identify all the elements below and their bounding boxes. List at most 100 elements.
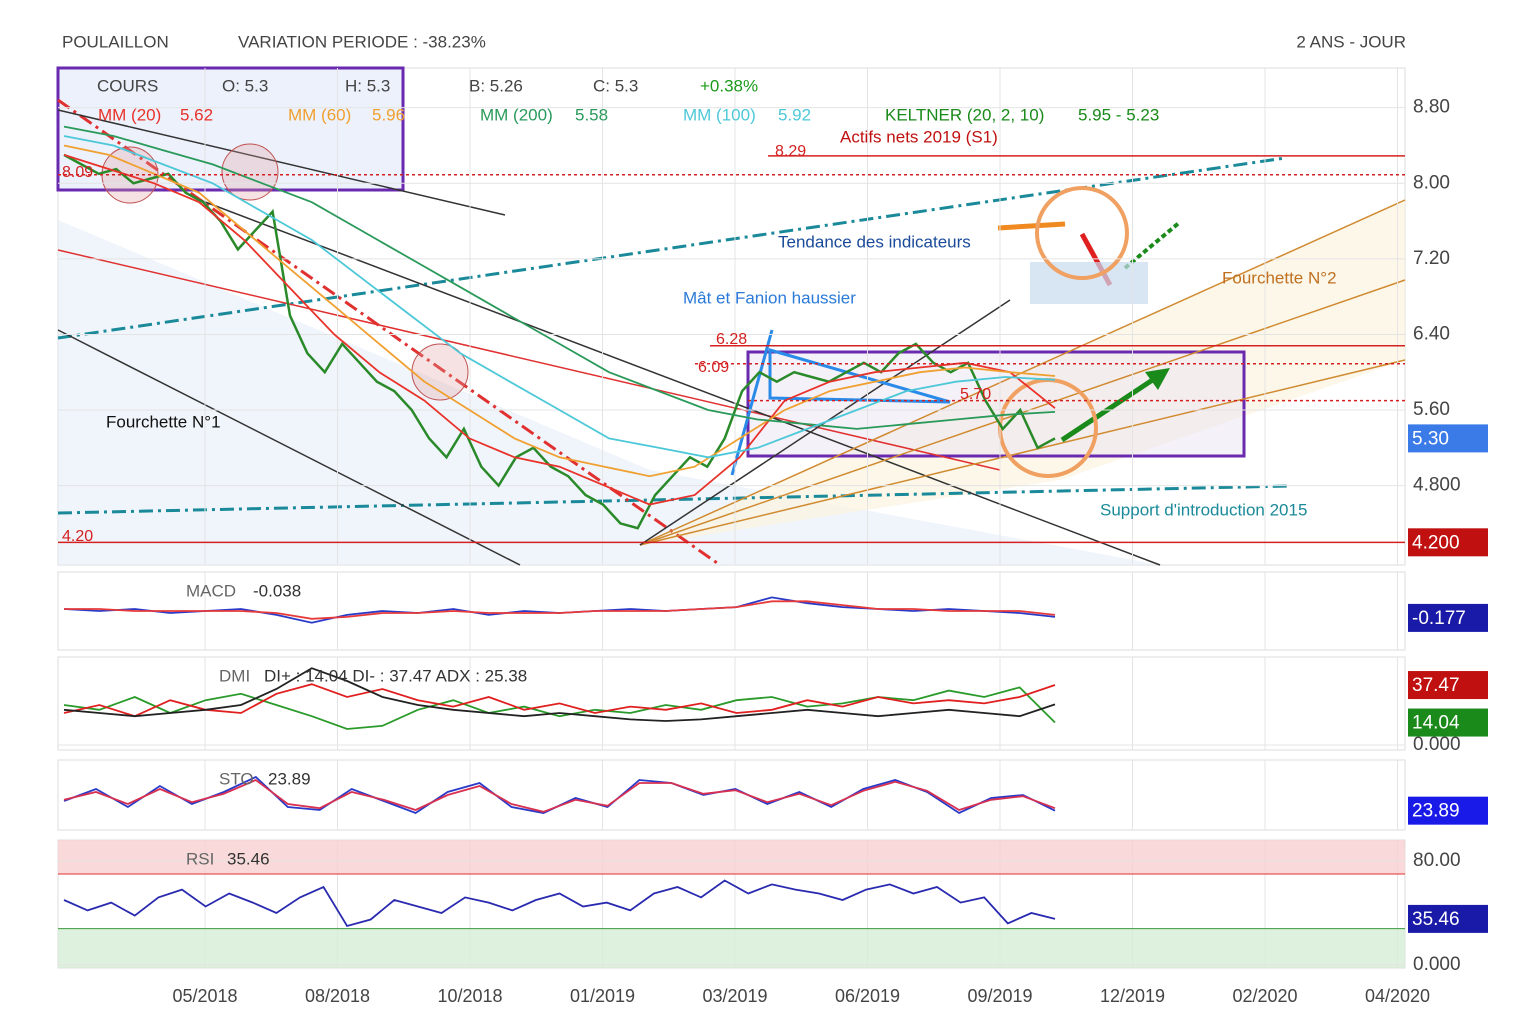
x-tick-label: 09/2019: [967, 986, 1032, 1006]
legend-name: MM (20): [98, 105, 161, 124]
level-label: 8.09: [62, 164, 93, 181]
arrow: [997, 221, 1066, 231]
indicator-line: [63, 686, 1056, 730]
highlight: [1030, 262, 1148, 304]
trend-line: [57, 329, 521, 566]
circle: [1035, 186, 1129, 280]
price-badge-label: 5.30: [1412, 428, 1449, 449]
x-tick-label: 12/2019: [1100, 986, 1165, 1006]
y-tick-label: 8.00: [1413, 172, 1450, 193]
indicator-line: [63, 667, 1056, 722]
legend-name: MM (200): [480, 105, 553, 124]
annotation: Actifs nets 2019 (S1): [840, 127, 998, 146]
zone-box: [746, 350, 1246, 458]
x-tick-label: 08/2018: [305, 986, 370, 1006]
x-tick-label: 01/2019: [570, 986, 635, 1006]
panel-value: DI+ : 14.04 DI- : 37.47 ADX : 25.38: [264, 666, 527, 685]
price-badge: [1408, 708, 1488, 737]
arrow: [1060, 372, 1162, 443]
level-label: 5.70: [960, 386, 991, 403]
price-badge: [1408, 671, 1488, 700]
price-badge-label: 14.04: [1412, 713, 1460, 734]
indicator-line: [63, 778, 1056, 813]
legend-value: 5.96: [372, 105, 405, 124]
price-badge: [1408, 796, 1488, 825]
price-badge-label: 35.46: [1412, 909, 1460, 930]
panel-value: 35.46: [227, 849, 270, 868]
quote-item: B: 5.26: [469, 76, 523, 95]
panel-title: RSI: [186, 849, 214, 868]
legend-value: 5.95 - 5.23: [1078, 105, 1159, 124]
legend-value: 5.92: [778, 105, 811, 124]
channel-1: [58, 220, 1160, 565]
level-label: 6.09: [698, 359, 729, 376]
panel-title: STO: [219, 769, 254, 788]
quote-item: COURS: [97, 76, 158, 95]
price-badge: [1408, 603, 1488, 632]
level-label: 4.20: [62, 528, 93, 545]
title: POULAILLON: [62, 32, 169, 51]
trend-line: [57, 484, 1291, 515]
x-tick-label: 04/2020: [1365, 986, 1430, 1006]
trend-line: [57, 109, 506, 216]
panel-frame: [57, 759, 1406, 831]
price-badge: [1408, 904, 1488, 933]
y-tick-label: 6.40: [1413, 323, 1450, 344]
panel-frame: [57, 571, 1406, 651]
subtitle: VARIATION PERIODE : -38.23%: [238, 32, 486, 51]
price-badge: [1408, 528, 1488, 557]
annotation: Mât et Fanion haussier: [683, 288, 856, 307]
price-line: [63, 153, 1056, 530]
indicator-line: [63, 144, 1056, 478]
level-label: 8.29: [775, 143, 806, 160]
trend-line: [57, 249, 1001, 471]
panel-value: 23.89: [268, 769, 311, 788]
arrow-head: [1145, 368, 1170, 390]
indicator-line: [63, 154, 1056, 506]
x-tick-label: 06/2019: [835, 986, 900, 1006]
y-tick-label: 80.00: [1413, 850, 1461, 871]
y-tick-label: 4.800: [1413, 475, 1461, 496]
level-label: 6.28: [716, 331, 747, 348]
panel-frame: [57, 656, 1406, 751]
legend-value: 5.62: [180, 105, 213, 124]
annotation: Fourchette N°1: [106, 412, 221, 431]
legend-name: MM (100): [683, 105, 756, 124]
panel-title: DMI: [219, 666, 250, 685]
y-tick-label: 0.000: [1413, 954, 1461, 975]
quote-item: O: 5.3: [222, 76, 268, 95]
trend-line: [639, 359, 1406, 546]
price-badge-label: -0.177: [1412, 608, 1466, 629]
price-badge: [1408, 424, 1488, 453]
legend-name: MM (60): [288, 105, 351, 124]
x-tick-label: 02/2020: [1232, 986, 1297, 1006]
legend-name: KELTNER (20, 2, 10): [885, 105, 1044, 124]
quote-item: C: 5.3: [593, 76, 638, 95]
y-tick-label: 7.20: [1413, 248, 1450, 269]
oversold-zone: [58, 928, 1405, 968]
x-tick-label: 10/2018: [437, 986, 502, 1006]
indicator-line: [63, 683, 1056, 718]
price-badge-label: 4.200: [1412, 532, 1460, 553]
y-tick-label: 5.60: [1413, 399, 1450, 420]
indicator-line: [64, 600, 1056, 620]
x-tick-label: 05/2018: [172, 986, 237, 1006]
y-tick-label: 0.000: [1413, 734, 1461, 755]
legend-value: 5.58: [575, 105, 608, 124]
annotation: Support d'introduction 2015: [1100, 500, 1307, 519]
annotation: Fourchette N°2: [1222, 268, 1337, 287]
x-tick-label: 03/2019: [702, 986, 767, 1006]
annotation: Tendance des indicateurs: [778, 232, 971, 251]
quote-item: +0.38%: [700, 76, 758, 95]
arrow: [1123, 220, 1182, 270]
circle: [221, 143, 279, 201]
indicator-line: [63, 879, 1056, 928]
overbought-zone: [58, 840, 1405, 874]
price-badge-label: 37.47: [1412, 675, 1460, 696]
price-badge-label: 23.89: [1412, 801, 1460, 822]
panel-title: MACD: [186, 581, 236, 600]
y-tick-label: 8.80: [1413, 97, 1450, 118]
indicator-line: [63, 125, 1056, 430]
panel-value: -0.038: [253, 581, 301, 600]
